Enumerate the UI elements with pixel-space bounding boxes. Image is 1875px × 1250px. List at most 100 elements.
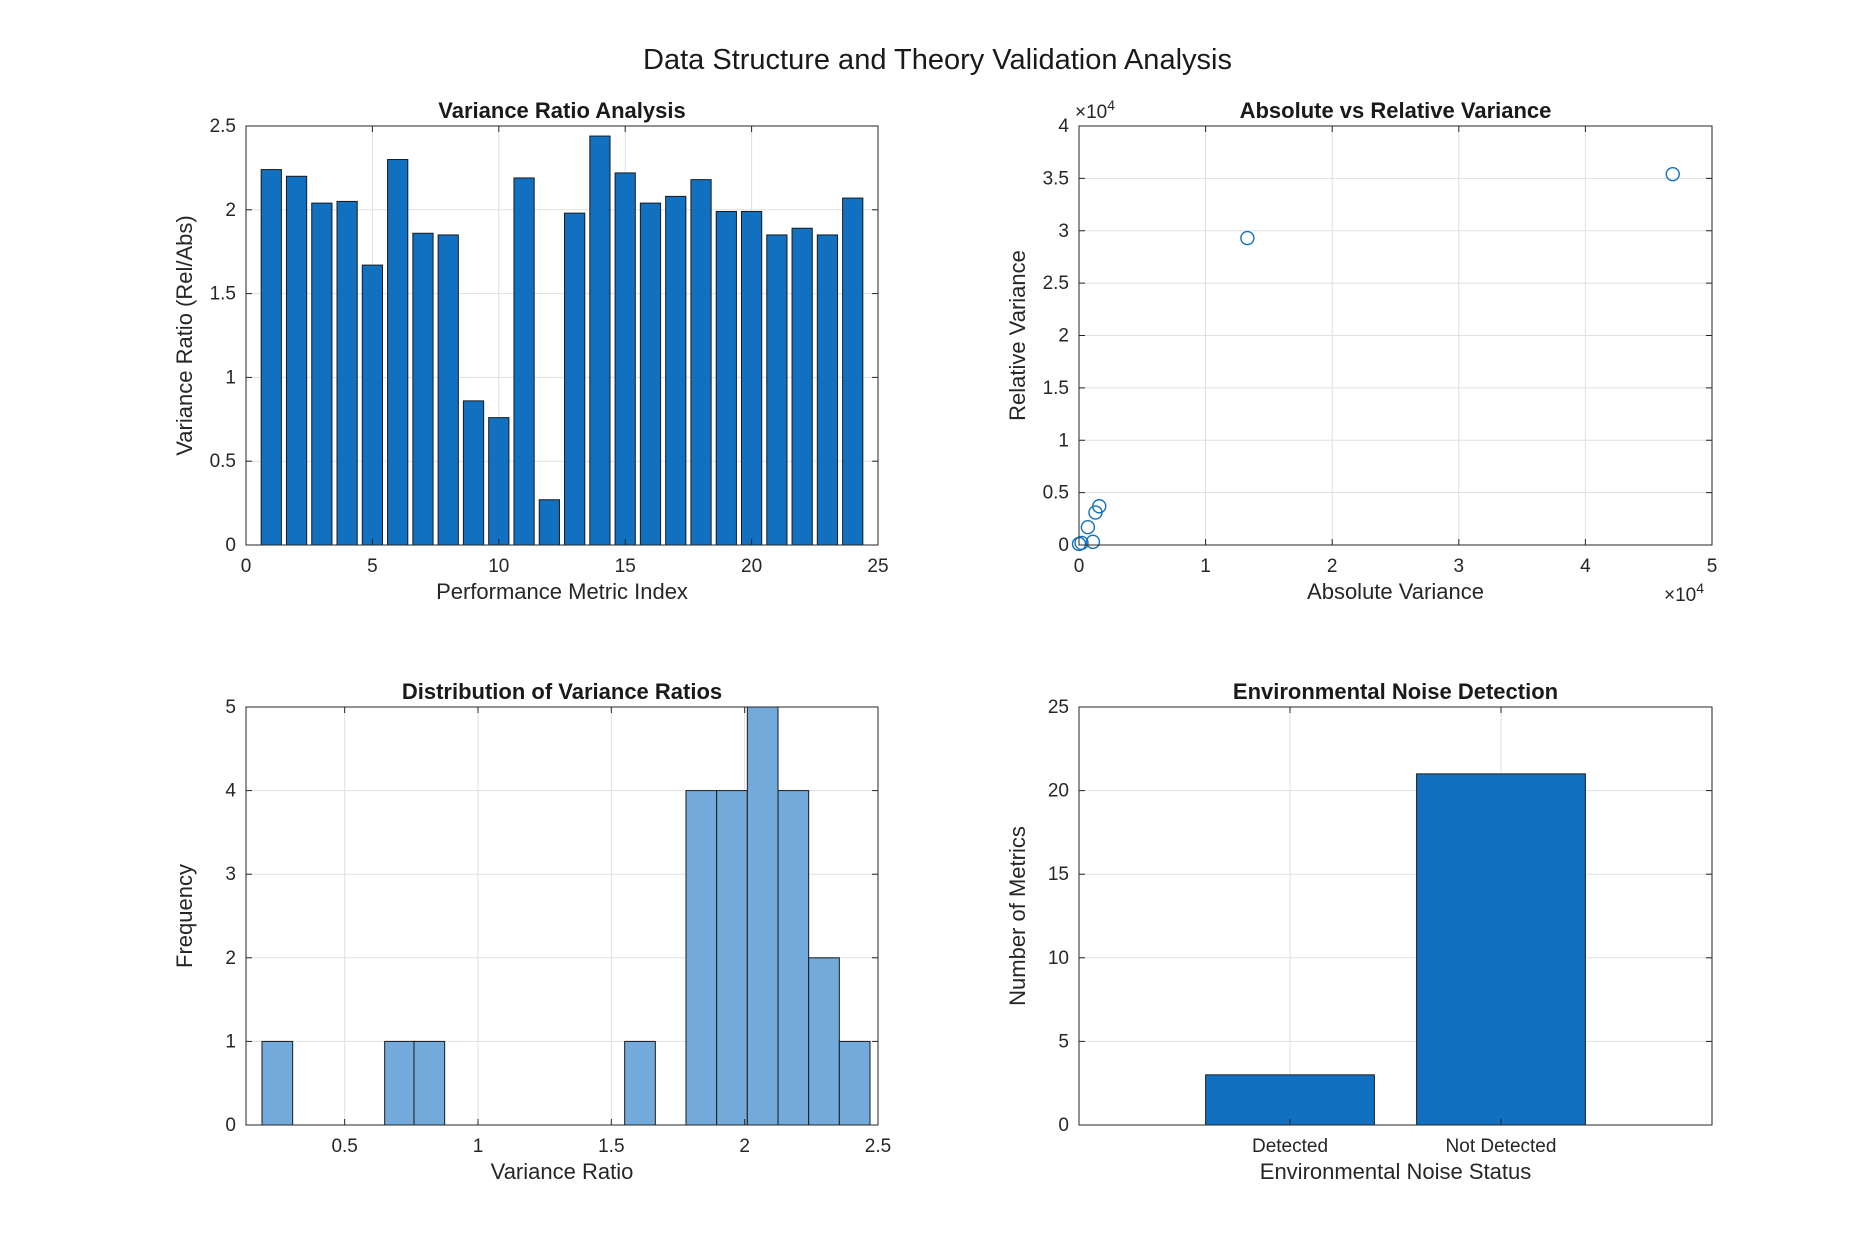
y-axis-label: Frequency <box>172 864 197 968</box>
bar-metric-2 <box>285 175 308 546</box>
y-tick-label: 0 <box>1058 535 1069 556</box>
x-tick-label: 2.5 <box>865 1136 891 1157</box>
y-tick-label: 2 <box>225 948 236 969</box>
x-tick-label: 2 <box>739 1136 750 1157</box>
x-tick-label: 15 <box>615 556 636 577</box>
bar-metric-5 <box>361 264 384 546</box>
y-tick-label: 3.5 <box>1043 168 1069 189</box>
hist-bin-7 <box>746 706 779 1126</box>
y-tick-label: 25 <box>1048 697 1069 718</box>
y-tick-label: 4 <box>225 781 236 802</box>
bar-metric-7 <box>412 232 434 546</box>
figure-title: Data Structure and Theory Validation Ana… <box>643 44 1232 76</box>
y-tick-label: 0 <box>225 535 236 556</box>
x-axis-label: Performance Metric Index <box>436 579 688 604</box>
panel-title: Distribution of Variance Ratios <box>402 679 722 704</box>
x-tick-label: 0.5 <box>331 1136 357 1157</box>
hist-bin-2 <box>384 1040 416 1126</box>
bar-metric-8 <box>437 234 459 546</box>
bar-metric-11 <box>513 177 535 546</box>
y-tick-label: 1 <box>1058 430 1069 451</box>
y-tick-label: 4 <box>1058 116 1069 137</box>
hist-bin-10 <box>838 1040 871 1126</box>
bar-metric-3 <box>311 202 333 546</box>
axes-frame <box>1078 706 1713 1126</box>
y-tick-label: 5 <box>1058 1031 1069 1052</box>
bar-metric-10 <box>488 417 510 546</box>
x-tick-label: Detected <box>1252 1136 1328 1157</box>
y-tick-label: 20 <box>1048 781 1069 802</box>
x-tick-label: 1.5 <box>598 1136 624 1157</box>
y-tick-label: 2.5 <box>210 116 236 137</box>
y-tick-label: 0.5 <box>1043 483 1069 504</box>
y-axis-label: Relative Variance <box>1005 250 1030 421</box>
axes-frame <box>245 125 879 546</box>
y-tick-label: 5 <box>225 697 236 718</box>
y-tick-label: 3 <box>225 864 236 885</box>
bar-metric-20 <box>740 210 763 546</box>
x-tick-label: 10 <box>488 556 509 577</box>
bar-metric-15 <box>614 172 636 546</box>
y-axis-label: Variance Ratio (Rel/Abs) <box>172 215 197 455</box>
y-tick-label: 1 <box>225 367 236 388</box>
bar-metric-9 <box>462 400 485 546</box>
scatter-point-6 <box>1092 499 1107 514</box>
x-axis-label: Variance Ratio <box>491 1159 634 1184</box>
x-tick-label: Not Detected <box>1446 1136 1557 1157</box>
bar-metric-18 <box>690 179 712 546</box>
y-tick-label: 10 <box>1048 948 1069 969</box>
bar-detected <box>1205 1074 1375 1126</box>
x-axis-label: Absolute Variance <box>1307 579 1484 604</box>
bar-metric-22 <box>791 227 813 546</box>
scatter-point-4 <box>1085 534 1101 550</box>
scatter-point-7 <box>1240 230 1255 246</box>
panel-1: 0 0.5 1 1.5 2 2.5 0 5 10 15 20 25 Variance Ratio Ana… <box>172 98 889 604</box>
hist-bin-6 <box>716 790 748 1126</box>
bar-metric-23 <box>816 234 839 546</box>
hist-bin-3 <box>413 1040 446 1126</box>
hist-bin-4 <box>624 1040 656 1126</box>
panel-3: 0 1 2 3 4 5 0.5 1 1.5 2 2.5 Distribution of Varianc… <box>172 679 891 1184</box>
x-tick-label: 20 <box>741 556 762 577</box>
x-tick-label: 5 <box>367 556 378 577</box>
x-tick-label: 0 <box>241 556 252 577</box>
x-tick-label: 0 <box>1074 556 1085 577</box>
bar-metric-19 <box>715 210 737 546</box>
x-tick-label: 2 <box>1327 556 1338 577</box>
x-tick-label: 3 <box>1454 556 1465 577</box>
x-tick-label: 25 <box>867 556 888 577</box>
y-exponent-power: 4 <box>1107 97 1115 113</box>
x-exponent-label: ×104 <box>1664 580 1704 606</box>
hist-bin-8 <box>777 790 810 1126</box>
y-tick-label: 2 <box>1058 326 1069 347</box>
hist-bin-5 <box>685 790 718 1126</box>
bar-metric-12 <box>538 499 560 546</box>
y-tick-label: 1.5 <box>1043 378 1069 399</box>
bar-metric-21 <box>766 234 788 546</box>
y-tick-label: 2.5 <box>1043 273 1069 294</box>
y-tick-label: 0.5 <box>210 451 236 472</box>
x-tick-label: 5 <box>1707 556 1718 577</box>
y-tick-label: 3 <box>1058 221 1069 242</box>
y-tick-label: 1 <box>225 1031 236 1052</box>
x-exponent-power: 4 <box>1696 580 1704 596</box>
axes-frame <box>245 706 879 1126</box>
scatter-point-2 <box>1074 535 1089 551</box>
bar-metric-24 <box>842 197 864 546</box>
bar-metric-16 <box>639 202 662 546</box>
bar-not-detected <box>1416 773 1586 1126</box>
panel-title: Environmental Noise Detection <box>1233 679 1558 704</box>
scatter-point-8 <box>1665 166 1680 182</box>
x-tick-label: 1 <box>1200 556 1211 577</box>
bar-metric-1 <box>260 169 282 546</box>
y-tick-label: 15 <box>1048 864 1069 885</box>
y-tick-label: 0 <box>225 1115 236 1136</box>
x-axis-label: Environmental Noise Status <box>1260 1159 1531 1184</box>
y-axis-label: Number of Metrics <box>1005 826 1030 1006</box>
x-tick-label: 4 <box>1580 556 1591 577</box>
hist-bin-1 <box>261 1040 294 1126</box>
